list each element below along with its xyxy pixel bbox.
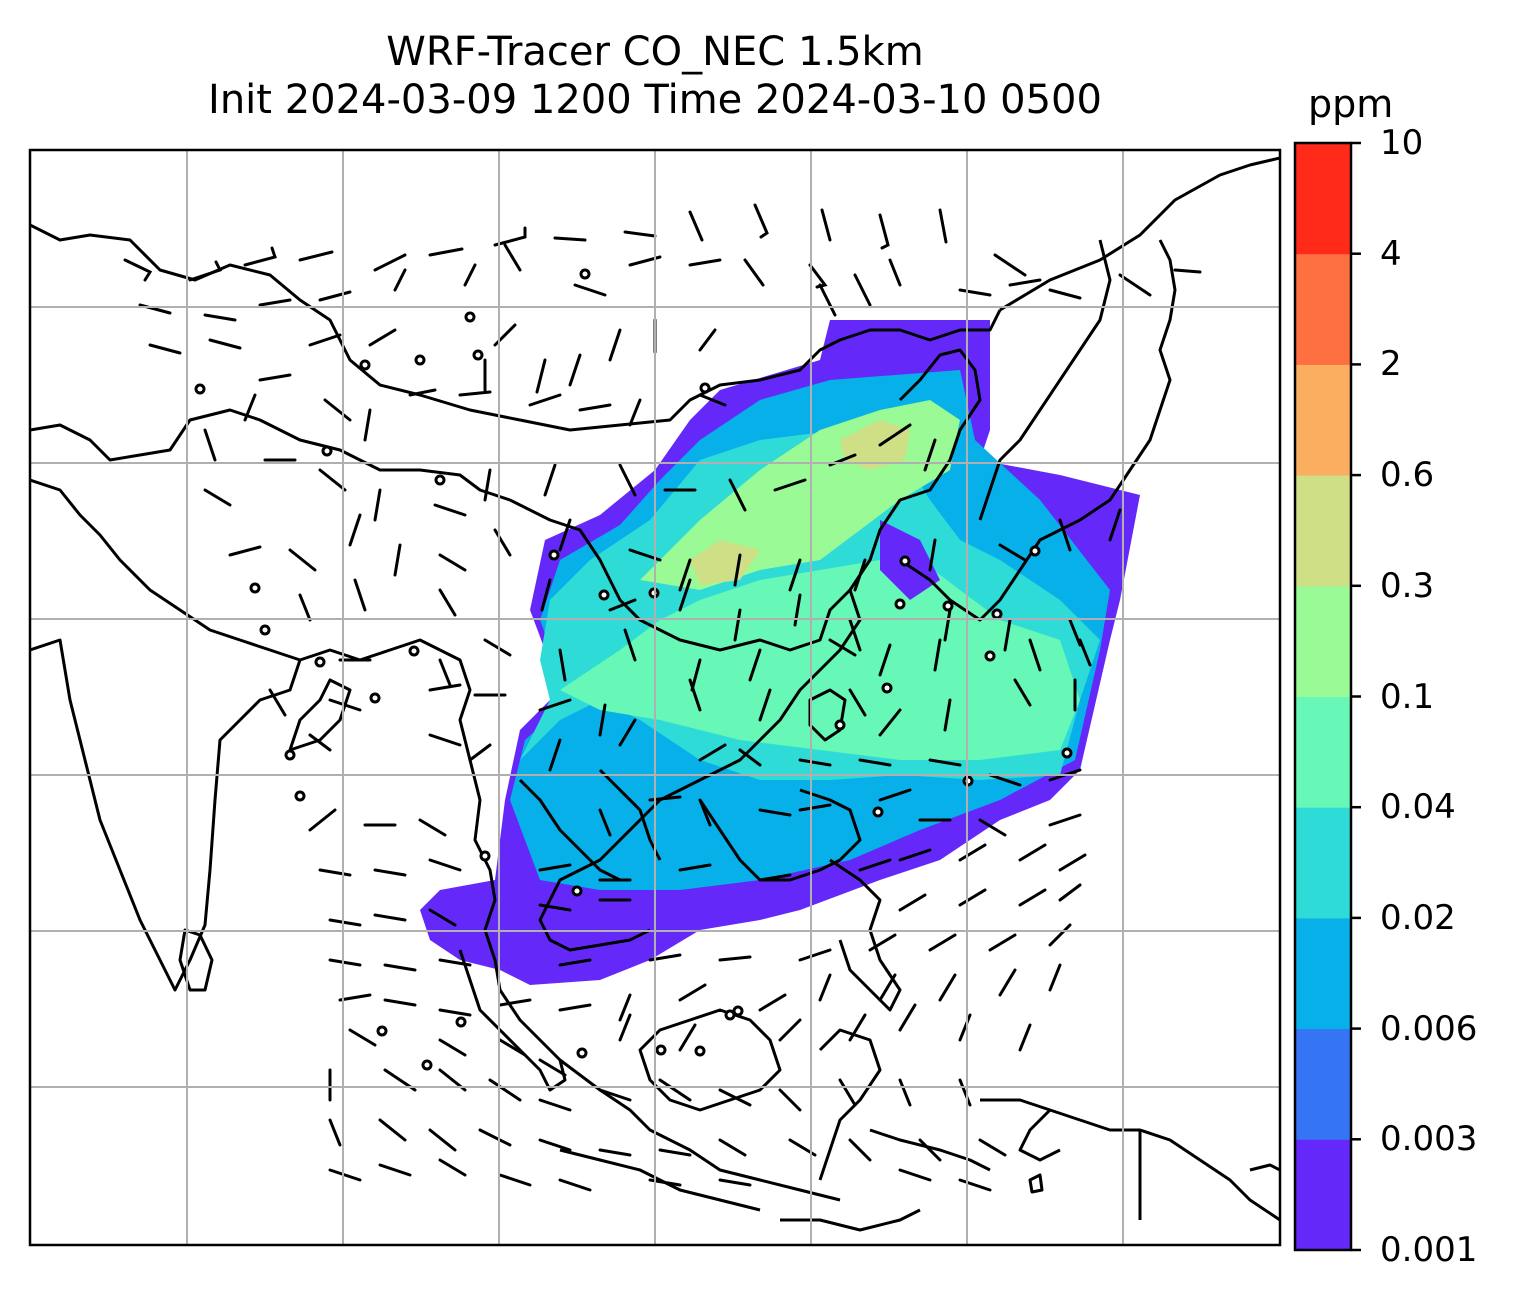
colorbar-segment (1295, 585, 1351, 697)
wind-barbs (123, 203, 1202, 1192)
colorbar-segment (1295, 917, 1351, 1030)
title-line-1: WRF-Tracer CO_NEC 1.5km (386, 29, 924, 75)
colorbar-segment (1295, 807, 1351, 919)
colorbar-tick-label: 0.3 (1380, 565, 1435, 606)
colorbar-segment (1295, 143, 1351, 255)
colorbar-tick-label: 10 (1380, 123, 1424, 163)
colorbar-tick-label: 2 (1380, 344, 1402, 385)
chart-title: WRF-Tracer CO_NEC 1.5km Init 2024-03-09 … (30, 28, 1280, 124)
colorbar-tick-label: 0.02 (1380, 897, 1456, 938)
colorbar-segment (1295, 1139, 1351, 1251)
colorbar-tick-label: 0.1 (1380, 676, 1435, 717)
title-line-2: Init 2024-03-09 1200 Time 2024-03-10 050… (208, 77, 1102, 123)
colorbar-segment (1295, 696, 1351, 808)
gridlines (30, 150, 1280, 1245)
colorbar (1295, 141, 1361, 1252)
colorbar-tick-label: 4 (1380, 233, 1402, 274)
colorbar-tick-label: 0.001 (1380, 1230, 1478, 1270)
colorbar-tick-label: 0.04 (1380, 787, 1456, 828)
colorbar-unit: ppm (1308, 82, 1394, 126)
colorbar-frame (1293, 141, 1353, 1252)
colorbar-segment (1295, 364, 1351, 476)
colorbar-tick-label: 0.003 (1380, 1119, 1478, 1160)
calm-wind-markers (194, 268, 1073, 1071)
colorbar-tick-label: 0.6 (1380, 455, 1435, 496)
colorbar-segment (1295, 475, 1351, 587)
coastlines (30, 156, 1280, 1232)
colorbar-segment (1295, 253, 1351, 365)
colorbar-segment (1295, 1028, 1351, 1140)
map-frame (28, 148, 1282, 1247)
colorbar-tick-label: 0.006 (1380, 1008, 1478, 1049)
